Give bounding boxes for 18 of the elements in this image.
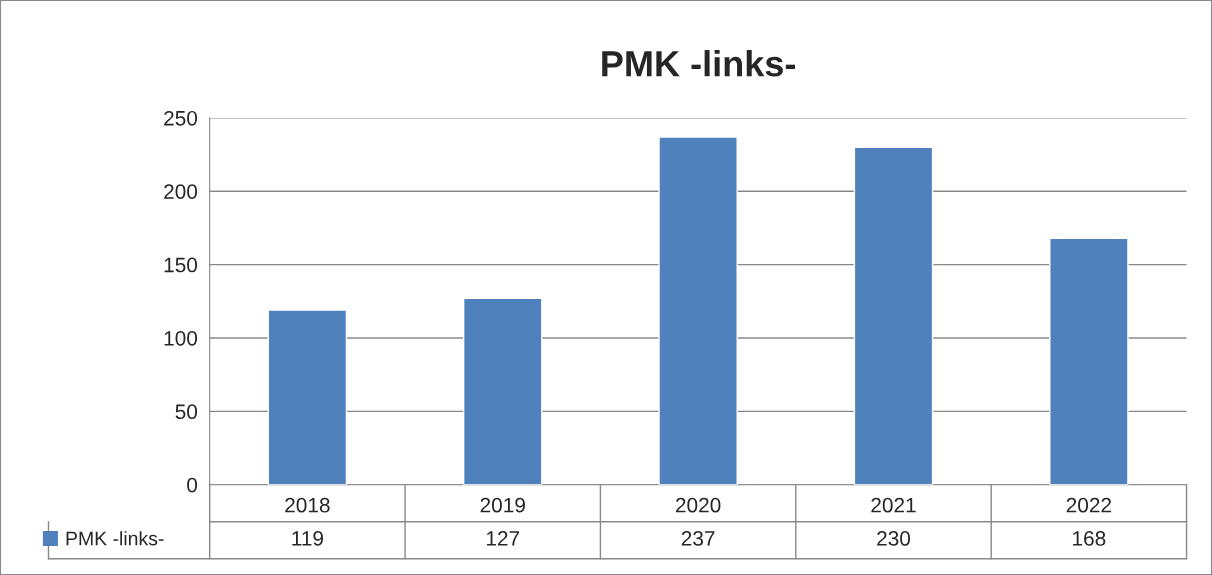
- y-tick-label: 0: [187, 477, 198, 493]
- data-label: 168: [1073, 531, 1106, 546]
- x-tick-label: 2022: [1066, 497, 1111, 513]
- x-tick-label: 2021: [871, 497, 916, 513]
- y-tick-label: 200: [164, 184, 198, 199]
- data-label: 119: [292, 531, 323, 546]
- y-tick-label: 100: [164, 330, 198, 346]
- y-tick-label: 50: [175, 404, 198, 420]
- data-label: 230: [877, 531, 911, 546]
- y-tick-label: 250: [164, 110, 198, 126]
- x-tick-label: 2019: [480, 497, 525, 513]
- data-label: 127: [486, 531, 520, 546]
- x-tick-label: 2018: [285, 497, 330, 513]
- data-label: 237: [681, 531, 715, 546]
- legend-label: PMK -links-: [66, 531, 164, 546]
- chart-title: PMK -links-: [602, 50, 795, 77]
- x-tick-label: 2020: [675, 497, 721, 513]
- y-tick-label: 150: [164, 257, 198, 273]
